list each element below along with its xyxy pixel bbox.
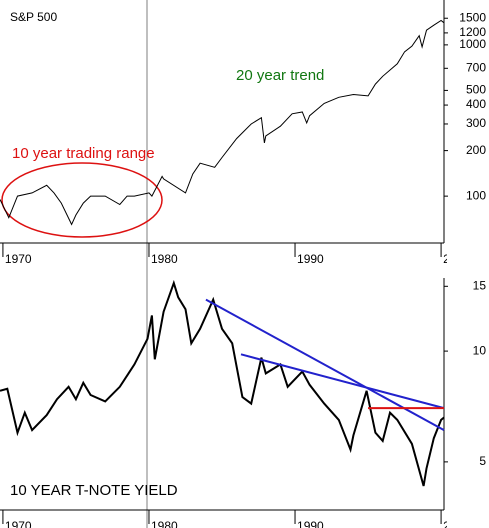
y-tick-label: 100: [466, 188, 486, 202]
x-tick-label: 1980: [151, 252, 178, 266]
x-tick-label: 2: [443, 252, 450, 266]
y-tick-label: 700: [466, 60, 486, 74]
x-tick-label: 1990: [297, 252, 324, 266]
y-tick-label: 300: [466, 116, 486, 130]
data-line: [0, 19, 445, 226]
y-tick-label: 15: [473, 278, 487, 292]
x-tick-label: 1970: [5, 519, 32, 528]
x-tick-label: 1990: [297, 519, 324, 528]
annotation: 10 year trading range: [12, 145, 155, 162]
x-tick-labels: 1970 1980 1990 2: [5, 519, 450, 528]
y-tick-label: 500: [466, 83, 486, 97]
y-tick-label: 200: [466, 143, 486, 157]
x-tick-label: 1970: [5, 252, 32, 266]
x-tick-label: 1980: [151, 519, 178, 528]
data-line: [0, 279, 445, 487]
y-tick-label: 1000: [459, 37, 486, 51]
x-tick-labels: 1970 1980 1990 2: [5, 252, 450, 266]
annotation: 20 year trend: [236, 67, 324, 84]
range-ellipse: [1, 162, 163, 238]
y-tick-label: 10: [473, 343, 487, 357]
trend-line: [240, 353, 445, 410]
x-tick-label: 2: [443, 519, 450, 528]
chart-title: 10 YEAR T-NOTE YIELD: [10, 482, 178, 499]
y-tick-label: 1500: [459, 10, 486, 24]
trend-line: [205, 298, 445, 431]
y-tick-label: 1200: [459, 25, 486, 39]
chart-title: S&P 500: [10, 10, 57, 24]
y-tick-label: 400: [466, 97, 486, 111]
y-tick-label: 5: [479, 454, 486, 468]
